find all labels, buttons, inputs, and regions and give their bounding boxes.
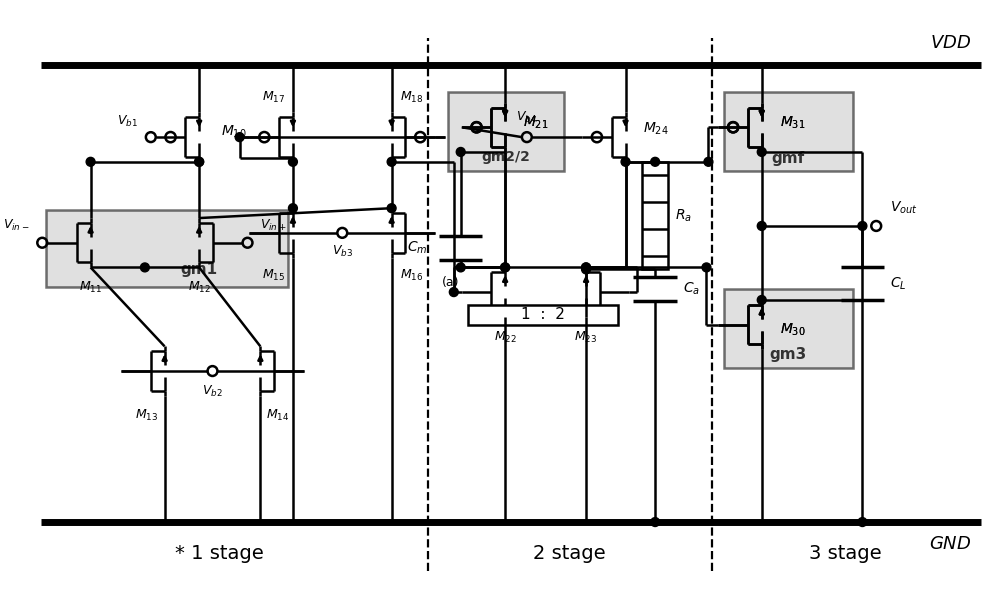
Text: $M_{24}$: $M_{24}$ <box>643 121 669 137</box>
Text: $GND$: $GND$ <box>929 535 971 553</box>
Text: $M_{30}$: $M_{30}$ <box>780 321 805 338</box>
Circle shape <box>449 288 458 297</box>
Circle shape <box>501 263 510 272</box>
Text: $M_{31}$: $M_{31}$ <box>780 114 805 131</box>
Text: $M_{12}$: $M_{12}$ <box>188 280 211 296</box>
Circle shape <box>195 158 204 166</box>
Circle shape <box>86 158 95 166</box>
Text: $M_{31}$: $M_{31}$ <box>780 114 805 131</box>
Text: $C_L$: $C_L$ <box>890 275 907 292</box>
Text: $M_{18}$: $M_{18}$ <box>400 90 423 104</box>
Text: gm3: gm3 <box>770 347 807 362</box>
Text: (a): (a) <box>442 276 460 290</box>
Text: $M_{11}$: $M_{11}$ <box>79 280 102 296</box>
Text: $V_{in-}$: $V_{in-}$ <box>3 218 29 233</box>
Circle shape <box>582 263 590 272</box>
Text: $M_{14}$: $M_{14}$ <box>266 408 290 423</box>
Circle shape <box>858 221 867 230</box>
Text: 1  :  2: 1 : 2 <box>521 307 565 322</box>
Circle shape <box>387 158 396 166</box>
Bar <box>642 162 668 269</box>
Circle shape <box>140 263 149 272</box>
Text: gm2/2: gm2/2 <box>482 150 531 164</box>
Circle shape <box>757 147 766 156</box>
Circle shape <box>621 158 630 166</box>
Text: 3 stage: 3 stage <box>809 544 882 563</box>
Bar <box>468 305 618 325</box>
Text: $V_{b4}$: $V_{b4}$ <box>516 110 537 125</box>
Circle shape <box>651 518 660 527</box>
Bar <box>448 92 564 171</box>
Text: $M_{21}$: $M_{21}$ <box>523 114 548 131</box>
Circle shape <box>235 133 244 141</box>
Text: 2 stage: 2 stage <box>533 544 606 563</box>
Bar <box>46 210 288 287</box>
Text: gmf: gmf <box>772 152 805 167</box>
Text: $M_{23}$: $M_{23}$ <box>574 330 598 344</box>
Text: $M_{22}$: $M_{22}$ <box>494 330 517 344</box>
Text: $V_{b3}$: $V_{b3}$ <box>332 244 353 259</box>
Text: $V_{b1}$: $V_{b1}$ <box>117 114 138 129</box>
Circle shape <box>757 296 766 304</box>
Circle shape <box>704 158 713 166</box>
Text: $VDD$: $VDD$ <box>930 34 971 53</box>
Circle shape <box>651 158 660 166</box>
Text: $M_{21}$: $M_{21}$ <box>523 114 548 131</box>
Text: gm1: gm1 <box>181 262 218 277</box>
Text: $M_{10}$: $M_{10}$ <box>221 124 247 140</box>
Text: $V_{b2}$: $V_{b2}$ <box>202 384 223 399</box>
Text: $M_{17}$: $M_{17}$ <box>262 90 285 104</box>
Circle shape <box>195 158 204 166</box>
Circle shape <box>288 158 297 166</box>
Circle shape <box>582 263 590 272</box>
Circle shape <box>387 204 396 213</box>
Text: $V_{in+}$: $V_{in+}$ <box>260 218 287 233</box>
Text: $M_{15}$: $M_{15}$ <box>262 269 285 284</box>
Circle shape <box>456 263 465 272</box>
Text: $V_{out}$: $V_{out}$ <box>890 199 918 216</box>
Circle shape <box>702 263 711 272</box>
Bar <box>724 92 853 171</box>
Text: $M_{13}$: $M_{13}$ <box>135 408 158 423</box>
Circle shape <box>757 221 766 230</box>
Circle shape <box>858 518 867 527</box>
Text: $M_{16}$: $M_{16}$ <box>400 269 423 284</box>
Circle shape <box>582 265 590 274</box>
Text: * 1 stage: * 1 stage <box>175 544 263 563</box>
Text: $C_m$: $C_m$ <box>407 239 427 256</box>
Circle shape <box>288 204 297 213</box>
Text: $M_{30}$: $M_{30}$ <box>780 321 805 338</box>
Circle shape <box>501 263 510 272</box>
Bar <box>724 289 853 368</box>
Text: $R_a$: $R_a$ <box>675 207 692 224</box>
Text: $C_a$: $C_a$ <box>683 281 700 297</box>
Circle shape <box>456 147 465 156</box>
